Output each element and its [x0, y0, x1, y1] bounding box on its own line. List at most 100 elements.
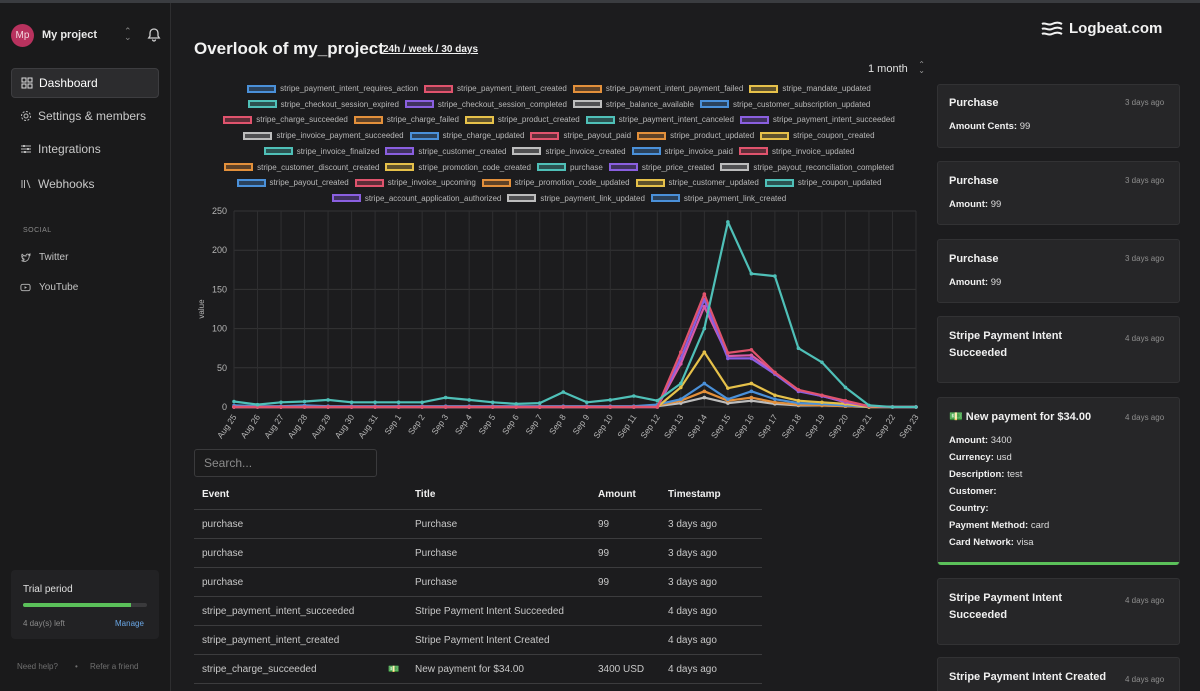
legend-item[interactable]: stripe_payment_intent_succeeded — [739, 115, 895, 125]
legend-item[interactable]: stripe_checkout_session_expired — [247, 100, 399, 109]
bell-icon[interactable] — [146, 27, 162, 43]
legend-item[interactable]: stripe_charge_succeeded — [223, 115, 348, 124]
project-switcher[interactable]: Mp My project ⌃ ⌄ — [11, 22, 161, 48]
legend-item[interactable]: stripe_payment_intent_requires_action — [247, 84, 418, 93]
legend-item[interactable]: stripe_product_created — [464, 115, 580, 124]
feed-card[interactable]: Stripe Payment Intent Succeeded 4 days a… — [937, 578, 1180, 645]
social-youtube-label: YouTube — [39, 282, 79, 293]
table-row[interactable]: purchase Purchase 99 3 days ago — [194, 567, 762, 596]
legend-item[interactable]: stripe_payout_paid — [530, 131, 631, 140]
data-point — [726, 356, 730, 361]
legend-item[interactable]: stripe_coupon_updated — [764, 178, 882, 188]
legend-item[interactable]: stripe_invoice_upcoming — [354, 178, 476, 187]
legend-item[interactable]: stripe_customer_created — [385, 147, 506, 156]
legend-swatch — [739, 115, 769, 124]
field-key: Currency: — [949, 452, 994, 463]
data-point — [608, 405, 613, 409]
period-select[interactable]: 1 month ⌃ ⌄ — [864, 60, 925, 78]
data-point — [679, 356, 683, 361]
legend-item[interactable]: stripe_payment_link_updated — [507, 194, 645, 203]
legend-item[interactable]: stripe_balance_available — [572, 100, 694, 109]
data-point — [679, 385, 683, 390]
table-row[interactable]: purchase Purchase 99 3 days ago — [194, 538, 762, 567]
social-youtube[interactable]: YouTube — [20, 282, 78, 293]
legend-item[interactable]: stripe_invoice_payment_succeeded — [243, 131, 404, 140]
col-title[interactable]: Title — [415, 489, 436, 500]
legend-item[interactable]: purchase — [536, 163, 603, 172]
data-point — [349, 400, 354, 405]
legend-item[interactable]: stripe_payment_intent_canceled — [585, 115, 734, 124]
trial-manage-link[interactable]: Manage — [115, 619, 144, 628]
legend-item[interactable]: stripe_invoice_updated — [739, 147, 854, 156]
legend-item[interactable]: stripe_invoice_finalized — [263, 147, 379, 156]
x-tick-label: Aug 28 — [286, 412, 310, 440]
legend-swatch — [650, 194, 680, 203]
feed-card[interactable]: Purchase 3 days ago Amount: 99 — [937, 161, 1180, 225]
feed-card[interactable]: Stripe Payment Intent Created 4 days ago — [937, 657, 1180, 691]
legend-swatch — [764, 178, 794, 187]
legend-label: stripe_coupon_updated — [797, 178, 882, 188]
col-timestamp[interactable]: Timestamp — [668, 489, 721, 500]
feed-card[interactable]: Purchase 3 days ago Amount Cents: 99 — [937, 84, 1180, 148]
legend-item[interactable]: stripe_charge_updated — [409, 131, 524, 140]
legend-item[interactable]: stripe_price_created — [608, 163, 714, 172]
legend-item[interactable]: stripe_customer_updated — [635, 178, 759, 187]
legend-item[interactable]: stripe_invoice_created — [512, 146, 626, 156]
col-amount[interactable]: Amount — [598, 489, 636, 500]
legend-item[interactable]: stripe_promotion_code_created — [385, 163, 531, 172]
legend-item[interactable]: stripe_coupon_created — [760, 131, 875, 140]
table-row[interactable]: stripe_payment_intent_succeeded Stripe P… — [194, 596, 762, 625]
search-input[interactable] — [194, 449, 377, 477]
legend-item[interactable]: stripe_invoice_paid — [631, 147, 733, 156]
legend-item[interactable]: stripe_customer_discount_created — [224, 163, 379, 172]
legend-swatch — [481, 178, 511, 187]
x-tick-label: Sep 20 — [826, 412, 850, 440]
table-row[interactable]: purchase Purchase 99 3 days ago — [194, 509, 762, 538]
data-point — [679, 362, 683, 366]
legend-swatch — [512, 147, 542, 156]
data-point — [279, 405, 283, 409]
data-point — [773, 397, 777, 401]
legend-item[interactable]: stripe_payment_link_created — [650, 194, 786, 203]
x-tick-label: Sep 15 — [709, 412, 733, 440]
time-range-links[interactable]: 24h / week / 30 days — [383, 44, 479, 55]
feed-card-title: Stripe Payment Intent Created — [949, 671, 1107, 683]
legend-swatch — [608, 163, 638, 171]
data-point — [749, 271, 754, 276]
legend-item[interactable]: stripe_payment_intent_created — [424, 84, 567, 93]
legend-label: stripe_invoice_created — [545, 146, 626, 156]
data-point — [255, 402, 260, 407]
legend-item[interactable]: stripe_payment_intent_payment_failed — [572, 84, 743, 93]
legend-swatch — [243, 131, 273, 140]
legend-item[interactable]: stripe_checkout_session_completed — [404, 100, 567, 109]
legend-label: stripe_payment_intent_succeeded — [772, 115, 895, 125]
legend-item[interactable]: stripe_payout_created — [236, 178, 349, 187]
nav-dashboard[interactable]: Dashboard — [11, 68, 159, 98]
legend-item[interactable]: stripe_account_application_authorized — [331, 193, 502, 203]
data-point — [655, 398, 660, 403]
data-point — [679, 350, 683, 354]
legend-item[interactable]: stripe_product_updated — [637, 131, 754, 140]
legend-item[interactable]: stripe_payout_reconciliation_completed — [720, 163, 894, 172]
table-row[interactable]: stripe_payment_intent_created Stripe Pay… — [194, 625, 762, 654]
legend-item[interactable]: stripe_mandate_updated — [749, 84, 871, 93]
legend-label: stripe_account_application_authorized — [364, 193, 502, 203]
field-key: Amount: — [949, 435, 989, 446]
nav-webhooks[interactable]: Webhooks — [11, 169, 159, 199]
feed-card[interactable]: Stripe Payment Intent Succeeded 4 days a… — [937, 316, 1180, 383]
legend-item[interactable]: stripe_promotion_code_updated — [481, 178, 630, 187]
legend-item[interactable]: stripe_charge_failed — [353, 115, 459, 124]
help-link[interactable]: Need help? — [17, 662, 58, 671]
nav-settings-members[interactable]: Settings & members — [11, 101, 159, 131]
legend-item[interactable]: stripe_customer_subscription_updated — [699, 100, 870, 109]
feed-card-payment[interactable]: 💵 New payment for $34.00 4 days ago Amou… — [937, 397, 1180, 565]
nav-integrations[interactable]: Integrations — [11, 134, 159, 164]
social-twitter[interactable]: Twitter — [20, 252, 68, 263]
table-row[interactable]: stripe_charge_succeeded 💵 New payment fo… — [194, 654, 762, 683]
x-tick-label: Sep 19 — [803, 412, 827, 440]
y-tick-label: 50 — [217, 363, 227, 373]
refer-friend-link[interactable]: Refer a friend — [90, 662, 139, 671]
col-event[interactable]: Event — [202, 489, 230, 500]
x-tick-label: Sep 3 — [429, 412, 450, 436]
feed-card[interactable]: Purchase 3 days ago Amount: 99 — [937, 239, 1180, 303]
